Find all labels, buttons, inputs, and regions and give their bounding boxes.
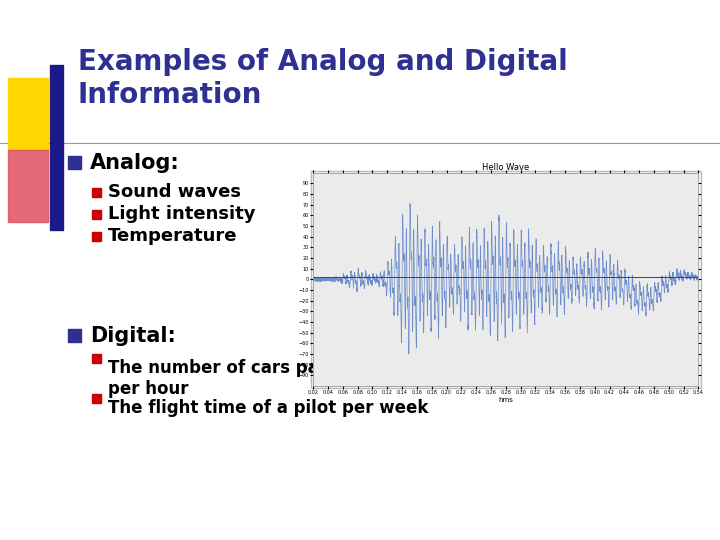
Bar xyxy=(92,232,101,241)
Bar xyxy=(92,394,101,403)
Bar xyxy=(8,150,48,222)
Text: Sound waves: Sound waves xyxy=(108,183,241,201)
Text: The flight time of a pilot per week: The flight time of a pilot per week xyxy=(108,399,428,417)
Text: Examples of Analog and Digital: Examples of Analog and Digital xyxy=(78,48,568,76)
Text: Analog:: Analog: xyxy=(90,153,180,173)
Text: Temperature: Temperature xyxy=(108,227,238,245)
Bar xyxy=(92,354,101,363)
Bar xyxy=(50,65,63,230)
Text: Light intensity: Light intensity xyxy=(108,205,256,223)
Bar xyxy=(92,188,101,197)
Bar xyxy=(8,78,48,150)
Bar xyxy=(92,210,101,219)
Text: Digital:: Digital: xyxy=(90,326,176,346)
Text: The number of cars passing through a point on the freeway
per hour: The number of cars passing through a poi… xyxy=(108,359,667,398)
Bar xyxy=(68,156,81,169)
Title: Hello Wave: Hello Wave xyxy=(482,163,529,172)
Text: Information: Information xyxy=(78,81,262,109)
X-axis label: hms: hms xyxy=(498,397,513,403)
Bar xyxy=(68,329,81,342)
